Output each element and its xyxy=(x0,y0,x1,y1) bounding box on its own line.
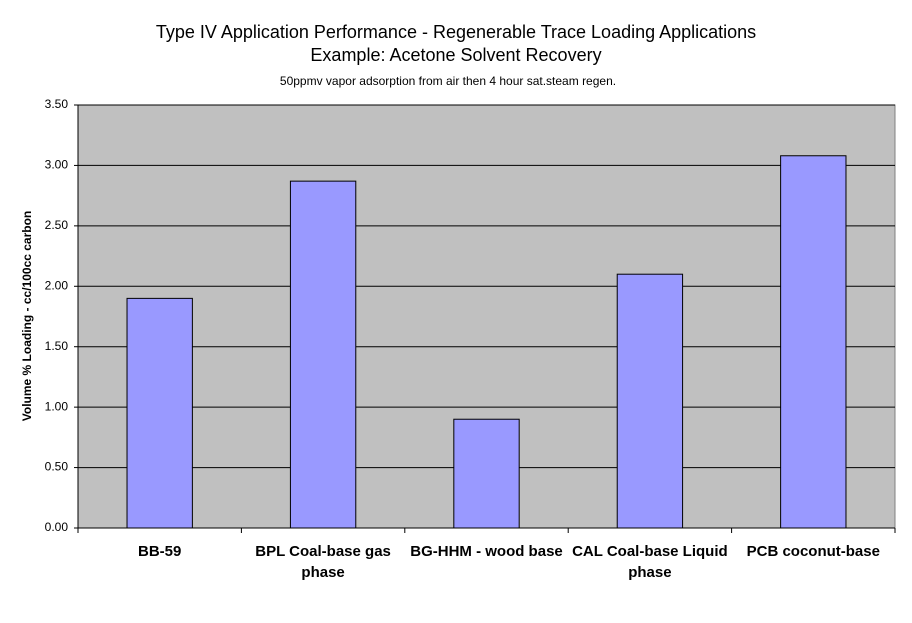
x-tick-label: BB-59 xyxy=(138,543,182,560)
bar xyxy=(780,155,847,529)
chart-title: Example: Acetone Solvent Recovery xyxy=(310,45,601,65)
bar xyxy=(453,418,520,529)
y-tick-label: 2.50 xyxy=(45,218,69,232)
bar xyxy=(616,273,684,529)
x-tick-label: BPL Coal-base gas phase xyxy=(255,543,391,581)
x-tick-label: CAL Coal-base Liquid phase xyxy=(572,543,728,581)
chart-title: Type IV Application Performance - Regene… xyxy=(156,22,756,42)
y-tick-label: 1.00 xyxy=(45,399,69,413)
y-tick-label: 2.00 xyxy=(45,278,69,292)
x-tick-label: BG-HHM - wood base xyxy=(410,543,563,560)
y-tick-label: 3.00 xyxy=(45,158,69,172)
bar xyxy=(126,297,193,529)
y-tick-label: 1.50 xyxy=(45,339,69,353)
y-axis-label: Volume % Loading - cc/100cc carbon xyxy=(20,211,34,422)
y-tick-label: 0.50 xyxy=(45,460,69,474)
y-tick-label: 3.50 xyxy=(45,97,69,111)
bar xyxy=(289,180,357,529)
y-tick-label: 0.00 xyxy=(45,520,69,534)
x-tick-label: PCB coconut-base xyxy=(746,543,880,560)
chart-subtitle: 50ppmv vapor adsorption from air then 4 … xyxy=(280,74,616,88)
